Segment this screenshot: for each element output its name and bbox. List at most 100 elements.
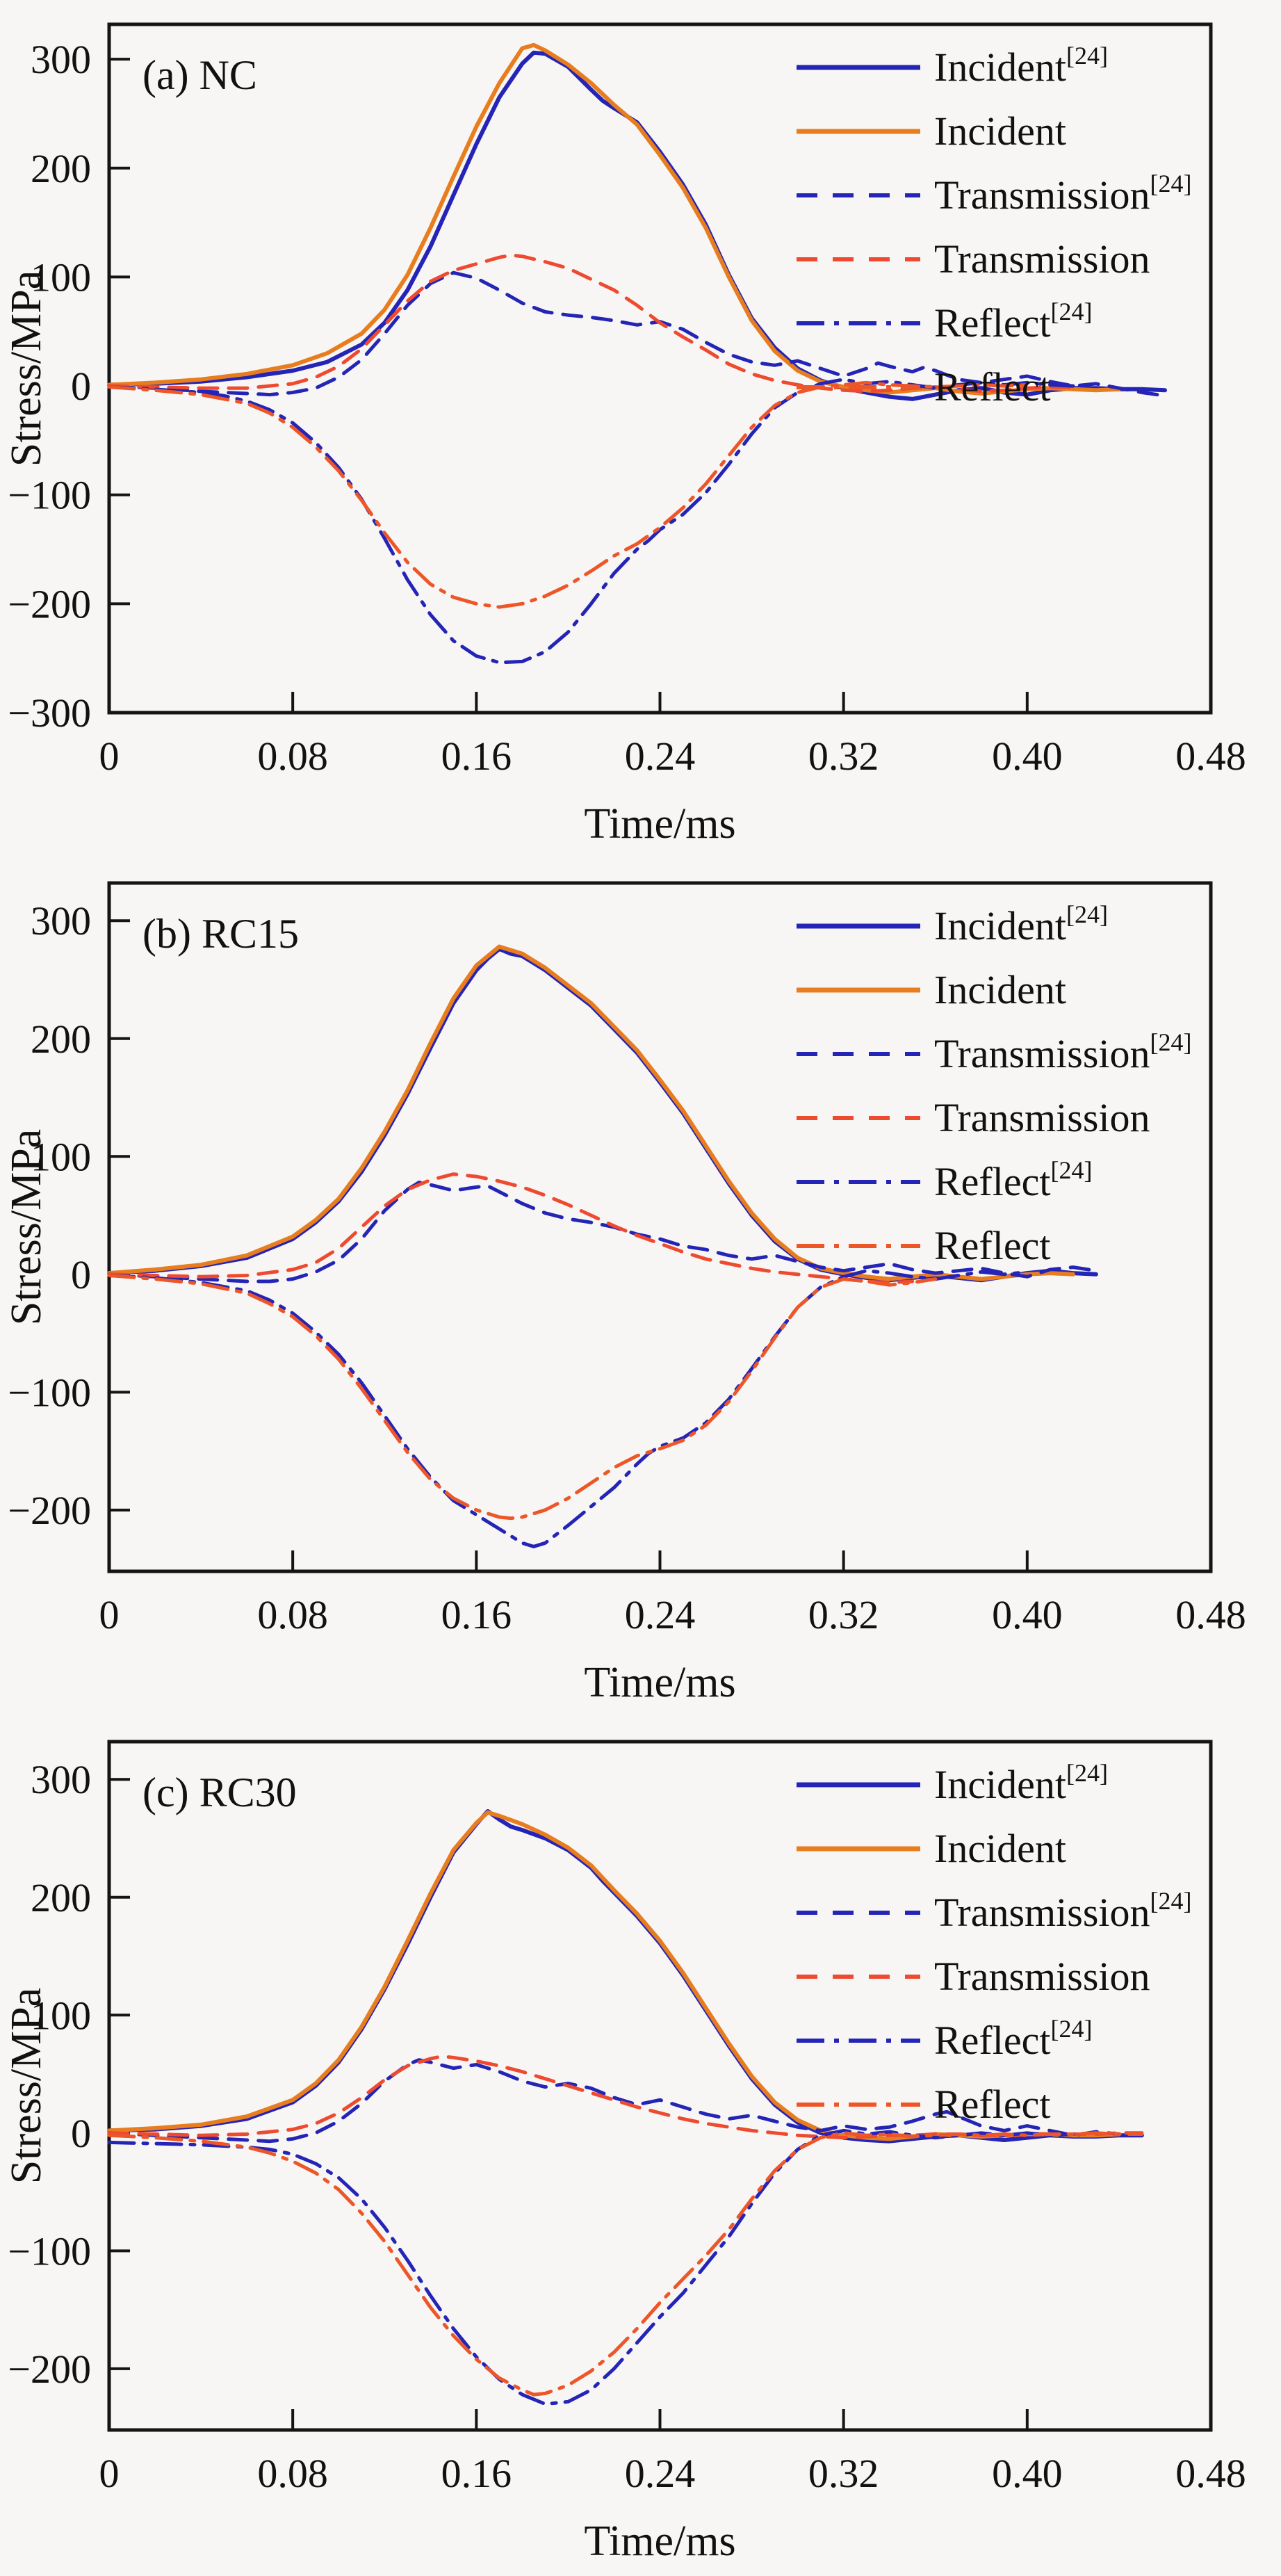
x-tick-label: 0.24 [625,1592,696,1637]
series-transmission-ref-line [107,270,1167,398]
y-tick-label: 0 [71,364,91,409]
x-tick-label: 0.40 [992,1592,1063,1637]
legend-label-text: Incident [934,1762,1066,1807]
y-tick-label: 100 [31,254,91,300]
panel-label: (b) RC15 [142,911,299,957]
legend-transmission-ref-label: Transmission[24] [934,170,1192,218]
stress-time-chart: 0 0.08 0.16 0.24 0.32 0.40 0.48 −200 −100 0 100 200… [3,1740,1246,2565]
x-tick-label: 0.08 [257,1592,328,1637]
series-incident-line [107,42,1121,396]
legend-label-superscript: [24] [1066,1759,1108,1787]
y-tick-label: −100 [8,2228,91,2274]
x-tick-label: 0.48 [1175,734,1246,779]
y-tick-label: −100 [8,1370,91,1415]
legend-label-text: Incident [934,903,1066,948]
series-transmission-line [107,1172,915,1285]
legend-label-superscript: [24] [1066,42,1108,70]
x-tick-label: 0.08 [257,2451,328,2496]
plot-frame [107,1740,1213,2432]
legend-incident-label: Incident [934,1826,1066,1871]
chart-panel-a: 0 0.08 0.16 0.24 0.32 0.40 0.48 −300 −200 −100 0 10… [0,0,1281,859]
x-tick-label: 0.16 [441,1592,512,1637]
x-axis-title: Time/ms [584,2518,735,2565]
legend-label-text: Transmission [934,236,1150,282]
legend-label-text: Reflect [934,1223,1050,1268]
legend-label-superscript: [24] [1150,1887,1192,1915]
x-tick-label: 0.32 [808,1592,879,1637]
series-incident-line [107,944,1075,1281]
legend-incident-label: Incident [934,967,1066,1012]
legend-incident-ref-label: Incident[24] [934,900,1108,948]
legend-label-text: Reflect [934,2018,1050,2063]
x-tick-label: 0 [99,1592,120,1637]
y-tick-label: −200 [8,581,91,626]
x-tick-label: 0.48 [1175,2451,1246,2496]
y-tick-label: 100 [31,1993,91,2038]
y-axis-title: Stress/MPa [3,1988,50,2184]
y-tick-label: 300 [31,1757,91,1802]
legend-label-text: Transmission [934,172,1150,218]
y-tick-label: 0 [71,2111,91,2156]
x-tick-label: 0.24 [625,2451,696,2496]
plot-frame [107,22,1213,715]
legend-label-text: Transmission [934,1890,1150,1935]
series-reflect-ref-line [107,378,1075,665]
y-tick-label: 200 [31,1016,91,1062]
legend-transmission-ref-label: Transmission[24] [934,1028,1192,1076]
legend-reflect-label: Reflect [934,1223,1050,1268]
x-tick-label: 0.16 [441,2451,512,2496]
legend-reflect-label: Reflect [934,2082,1050,2127]
legend-label-text: Transmission [934,1954,1150,1999]
y-tick-label: 200 [31,1875,91,1920]
legend-incident-ref-label: Incident[24] [934,42,1108,90]
x-tick-label: 0.24 [625,734,696,779]
legend-transmission-ref-label: Transmission[24] [934,1887,1192,1935]
panel-label: (c) RC30 [142,1769,297,1815]
series-transmission-ref-line [107,2058,1121,2144]
y-tick-label: 300 [31,37,91,82]
legend-label-superscript: [24] [1150,1028,1192,1056]
stress-time-chart: 0 0.08 0.16 0.24 0.32 0.40 0.48 −300 −200 −100 0 10… [3,22,1246,848]
legend-incident-label: Incident [934,108,1066,154]
y-tick-label: −200 [8,1488,91,1533]
legend-reflect-ref-label: Reflect[24] [934,2015,1092,2063]
x-tick-label: 0.16 [441,734,512,779]
x-tick-label: 0.08 [257,734,328,779]
legend-transmission-label: Transmission [934,1954,1150,1999]
x-axis-title: Time/ms [584,1659,735,1706]
legend-label-text: Incident [934,44,1066,90]
series-transmission-line [107,2055,1144,2140]
chart-panel-b: 0 0.08 0.16 0.24 0.32 0.40 0.48 −200 −100 0 100 200… [0,859,1281,1717]
legend-label-text: Reflect [934,364,1050,410]
series-incident-ref-line [107,50,1167,401]
y-axis-title: Stress/MPa [3,270,50,467]
x-axis-title: Time/ms [584,800,735,848]
legend-label-superscript: [24] [1050,1156,1092,1184]
x-tick-label: 0.40 [992,734,1063,779]
legend-reflect-ref-label: Reflect[24] [934,298,1092,346]
y-tick-label: 100 [31,1134,91,1179]
legend-label-text: Reflect [934,2082,1050,2127]
legend-transmission-label: Transmission [934,1095,1150,1140]
x-tick-label: 0 [99,734,120,779]
y-tick-label: 200 [31,146,91,191]
legend-reflect-label: Reflect [934,364,1050,410]
legend-incident-ref-label: Incident[24] [934,1759,1108,1807]
y-tick-label: 300 [31,898,91,943]
series-reflect-ref-line [107,2128,1075,2406]
legend-label-superscript: [24] [1050,298,1092,325]
series-reflect-line [107,2131,1144,2397]
y-tick-label: 0 [71,1252,91,1297]
series-reflect-line [107,1274,938,1521]
panel-label: (a) NC [142,52,257,98]
stress-time-chart: 0 0.08 0.16 0.24 0.32 0.40 0.48 −200 −100 0 100 200… [3,881,1246,1706]
legend-label-text: Incident [934,967,1066,1012]
x-tick-label: 0.48 [1175,1592,1246,1637]
series-reflect-line [107,380,1029,609]
y-tick-label: −200 [8,2347,91,2392]
series-transmission-line [107,253,1075,394]
legend-label-text: Reflect [934,300,1050,346]
chart-panel-c: 0 0.08 0.16 0.24 0.32 0.40 0.48 −200 −100 0 100 200… [0,1717,1281,2576]
legend-label-superscript: [24] [1066,900,1108,928]
